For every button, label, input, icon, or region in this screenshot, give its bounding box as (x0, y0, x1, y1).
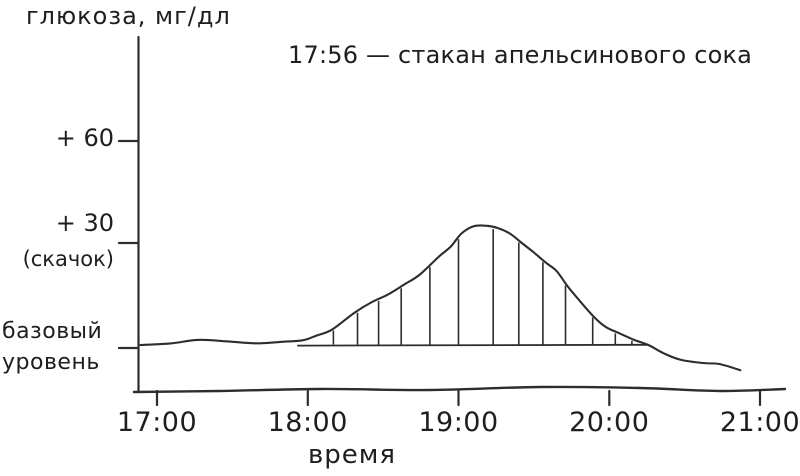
x-tick-label-1800: 18:00 (267, 407, 348, 438)
x-tick-label-1900: 19:00 (418, 407, 499, 438)
y-tick-label-spike-note: (скачок) (22, 247, 114, 271)
x-tick-label-1700: 17:00 (116, 407, 198, 438)
axes (132, 35, 787, 394)
y-axis-ticks (117, 139, 139, 350)
baseline-label-word2: уровень (2, 350, 100, 375)
baseline-line (297, 343, 649, 347)
y-tick-label-plus60: + 60 (55, 124, 114, 152)
x-tick-label-2000: 20:00 (569, 407, 650, 438)
y-tick-label-plus30: + 30 (55, 209, 114, 237)
chart-title: глюкоза, мг/дл (26, 2, 231, 30)
event-annotation: 17:56 — стакан апельсинового сока (288, 41, 753, 69)
x-axis-ticks (155, 389, 762, 407)
glucose-curve (139, 224, 742, 372)
baseline-label-word1: базовый (2, 319, 103, 344)
x-tick-label-2100: 21:00 (719, 407, 800, 438)
x-axis-title: время (307, 440, 397, 470)
hatch-lines (332, 229, 633, 345)
x-axis-line (132, 385, 787, 394)
